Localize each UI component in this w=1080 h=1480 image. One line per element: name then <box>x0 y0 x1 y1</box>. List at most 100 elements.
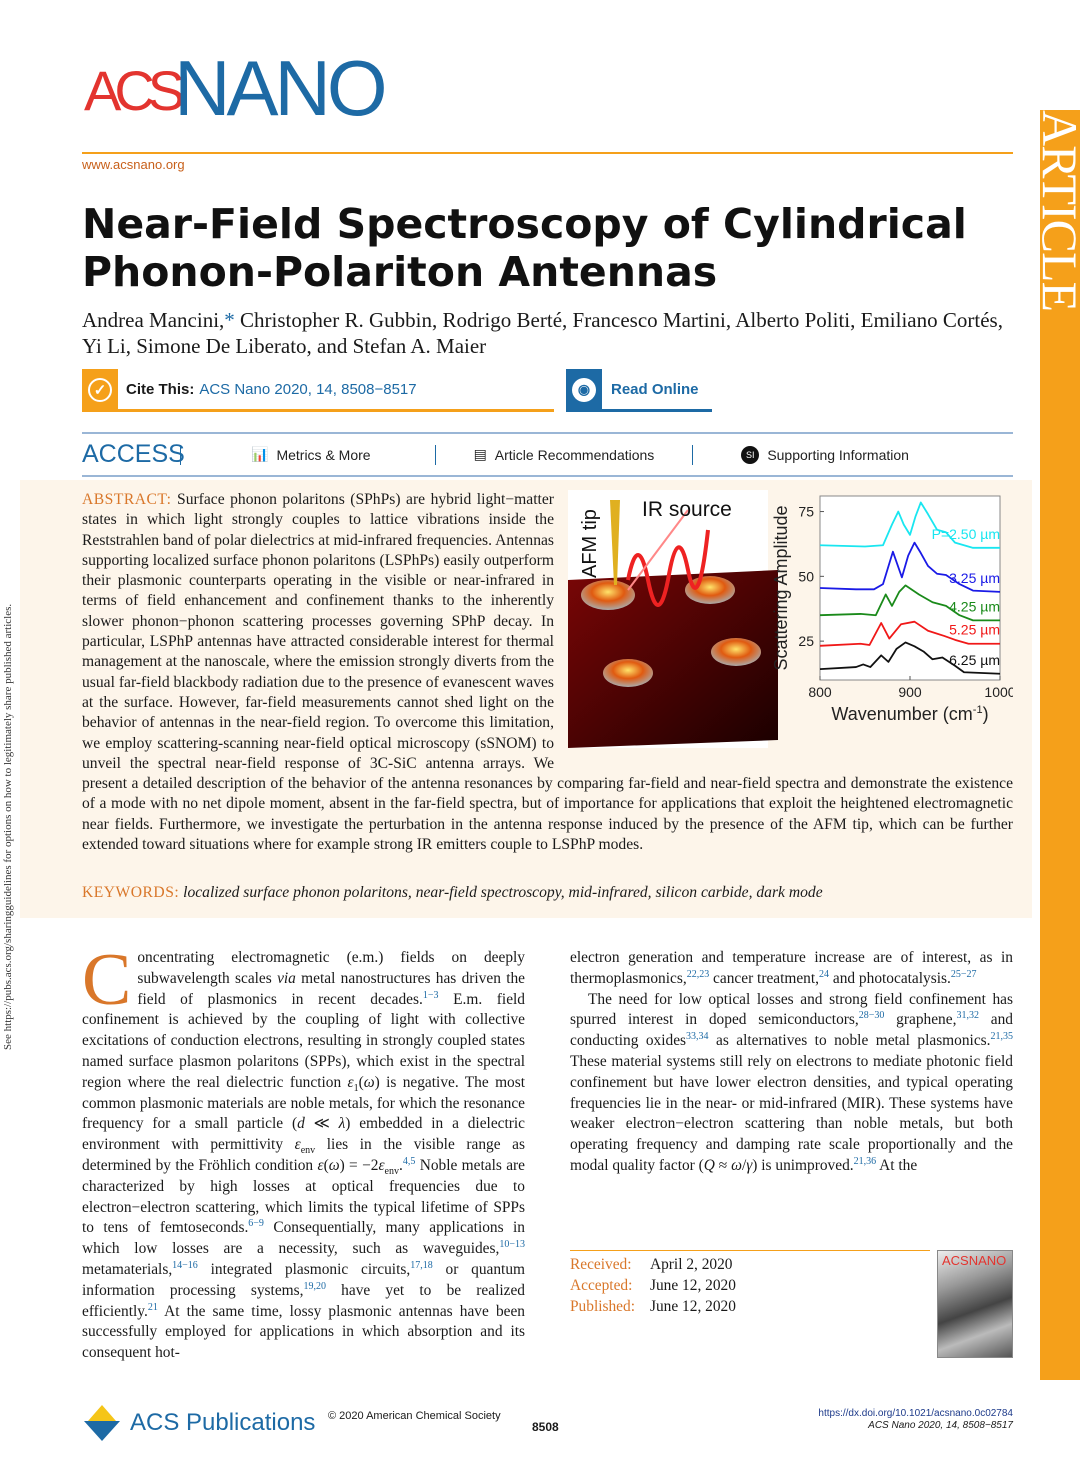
text-run: ( <box>358 1073 364 1091</box>
drop-cap: C <box>82 939 132 1021</box>
date-label: Received: <box>570 1256 632 1273</box>
separator <box>692 444 694 465</box>
read-online-button[interactable]: ◉ Read Online <box>566 368 712 412</box>
italic-run: λ <box>338 1115 346 1133</box>
text-run: / <box>741 1156 747 1174</box>
y-axis-label: Scattering Amplitude <box>771 505 791 670</box>
citation-ref[interactable]: 31,32 <box>956 1010 979 1022</box>
date-row: Accepted: June 12, 2020 <box>570 1276 930 1297</box>
journal-cover-thumbnail[interactable]: ACSNANO <box>937 1250 1013 1358</box>
supporting-info-link[interactable]: SI Supporting Information <box>741 445 909 464</box>
text-run: These material systems still rely on ele… <box>570 1052 1013 1174</box>
doi-link[interactable]: https://dx.doi.org/10.1021/acsnano.0c027… <box>818 1408 1013 1419</box>
series-line <box>819 620 1000 647</box>
acs-publications-logo[interactable]: ACS Publications <box>82 1403 315 1443</box>
subscript: env <box>384 1166 399 1178</box>
citation-ref[interactable]: 14−16 <box>172 1259 198 1271</box>
citation-ref[interactable]: 10−13 <box>499 1239 525 1251</box>
article-title: Near-Field Spectroscopy of Cylindrical P… <box>82 200 967 296</box>
body-column-right: electron generation and temperature incr… <box>570 948 1013 1177</box>
section-label: ARTICLE <box>1032 110 1080 312</box>
text-run: as alternatives to noble metal plasmonic… <box>708 1032 991 1050</box>
citation-ref[interactable]: 4,5 <box>402 1155 416 1167</box>
recommendations-link[interactable]: ▤ Article Recommendations <box>474 446 655 463</box>
cite-reference[interactable]: ACS Nano 2020, 14, 8508−8517 <box>199 381 417 398</box>
section-strip <box>1040 110 1080 1380</box>
separator <box>180 444 181 465</box>
antenna-disc <box>711 638 761 666</box>
text-run: electron generation and temperature incr… <box>570 949 1013 987</box>
text-run: At the <box>876 1156 918 1174</box>
spectra-chart: 800 900 1000 25 50 75 Wavenumber (cm-1) Scatter… <box>771 495 1016 724</box>
citation-ref[interactable]: 33,34 <box>686 1031 709 1043</box>
x-tick-label: 1000 <box>984 684 1013 700</box>
citation-ref[interactable]: 28−30 <box>858 1010 885 1022</box>
article-list-icon: ▤ <box>473 446 487 462</box>
text-run: ≪ <box>304 1115 339 1133</box>
globe-icon: ◉ <box>566 368 602 411</box>
read-online-label[interactable]: Read Online <box>611 381 699 398</box>
author-first[interactable]: Andrea Mancini, <box>82 308 225 332</box>
toc-graphic: AFM tip IR source 800 900 1000 25 50 75 Wavenu… <box>568 490 1016 748</box>
acs-emblem-icon <box>84 1405 120 1441</box>
recommendations-label: Article Recommendations <box>494 446 655 463</box>
x-tick-label: 800 <box>808 684 832 700</box>
italic-run: ε <box>317 1156 324 1174</box>
date-row: Received: April 2, 2020 <box>570 1255 930 1276</box>
text-run: ) is unimproved. <box>752 1156 854 1174</box>
text-run: E.m. field confinement is achieved by th… <box>82 990 525 1091</box>
bar-chart-icon: 📊 <box>251 446 269 462</box>
citation-ref[interactable]: 21,35 <box>990 1031 1014 1043</box>
x-tick-label: 900 <box>898 684 922 700</box>
citation-ref[interactable]: 21 <box>147 1301 158 1313</box>
series-label: 5.25 µm <box>949 622 1000 638</box>
text-run: . <box>399 1156 403 1174</box>
ir-source-label: IR source <box>642 498 732 521</box>
series-line <box>819 584 1000 622</box>
journal-site-link[interactable]: www.acsnano.org <box>82 157 185 172</box>
x-axis-label: Wavenumber (cm-1) <box>831 704 988 724</box>
corresponding-author-mark[interactable]: * <box>224 308 235 332</box>
text-run: have yet to be realized efficiently. <box>82 1281 525 1320</box>
italic-run: ε <box>294 1136 301 1154</box>
cite-this-button[interactable]: ✓ Cite This: ACS Nano 2020, 14, 8508−851… <box>82 368 554 412</box>
paragraph: electron generation and temperature incr… <box>570 948 1013 990</box>
publisher-name: ACS Publications <box>130 1409 316 1436</box>
text-run: lies in the visible range as determined … <box>82 1136 525 1174</box>
citation-ref[interactable]: 22,23 <box>686 968 710 980</box>
citation-ref[interactable]: 24 <box>819 968 830 980</box>
text-run: oncentrating electromagnetic (e.m.) fiel… <box>137 949 525 987</box>
text-run: ) = −2 <box>339 1156 379 1174</box>
cover-title: ACSNANO <box>942 1253 1007 1268</box>
date-value: June 12, 2020 <box>650 1276 736 1294</box>
citation-ref[interactable]: 6−9 <box>248 1218 264 1230</box>
logo-nano: NANO <box>174 44 387 132</box>
citation-ref[interactable]: 1−3 <box>422 989 439 1001</box>
keywords-label: KEYWORDS: <box>82 884 180 901</box>
italic-run: via <box>277 969 296 987</box>
date-row: Published: June 12, 2020 <box>570 1297 930 1318</box>
citation-text: ACS Nano 2020, 14, 8508−8517 <box>868 1420 1013 1431</box>
citation-ref[interactable]: 17,18 <box>410 1259 433 1271</box>
text-run: and conducting oxides <box>570 1011 1013 1050</box>
separator <box>434 444 436 465</box>
citation-ref[interactable]: 21,36 <box>853 1155 877 1167</box>
citation-ref[interactable]: 19,20 <box>303 1280 326 1292</box>
metrics-link[interactable]: 📊 Metrics & More <box>251 446 371 463</box>
plot-area <box>819 495 1001 681</box>
logo-acs: ACS <box>84 59 185 122</box>
y-tick-label: 25 <box>798 633 814 649</box>
checkmark-icon: ✓ <box>82 368 118 411</box>
date-value: April 2, 2020 <box>650 1256 733 1273</box>
antenna-array-illustration: AFM tip IR source <box>568 490 778 748</box>
y-tick-label: 50 <box>798 568 814 584</box>
subscript: 1 <box>353 1082 359 1094</box>
publication-dates: Received: April 2, 2020 Accepted: June 12, … <box>570 1250 930 1358</box>
italic-run: ω <box>731 1156 742 1174</box>
citation-ref[interactable]: 25−27 <box>950 968 977 980</box>
keywords-text: localized surface phonon polaritons, nea… <box>183 884 823 901</box>
keywords: KEYWORDS: localized surface phonon polar… <box>82 884 1013 902</box>
text-run: metamaterials, <box>82 1260 173 1278</box>
